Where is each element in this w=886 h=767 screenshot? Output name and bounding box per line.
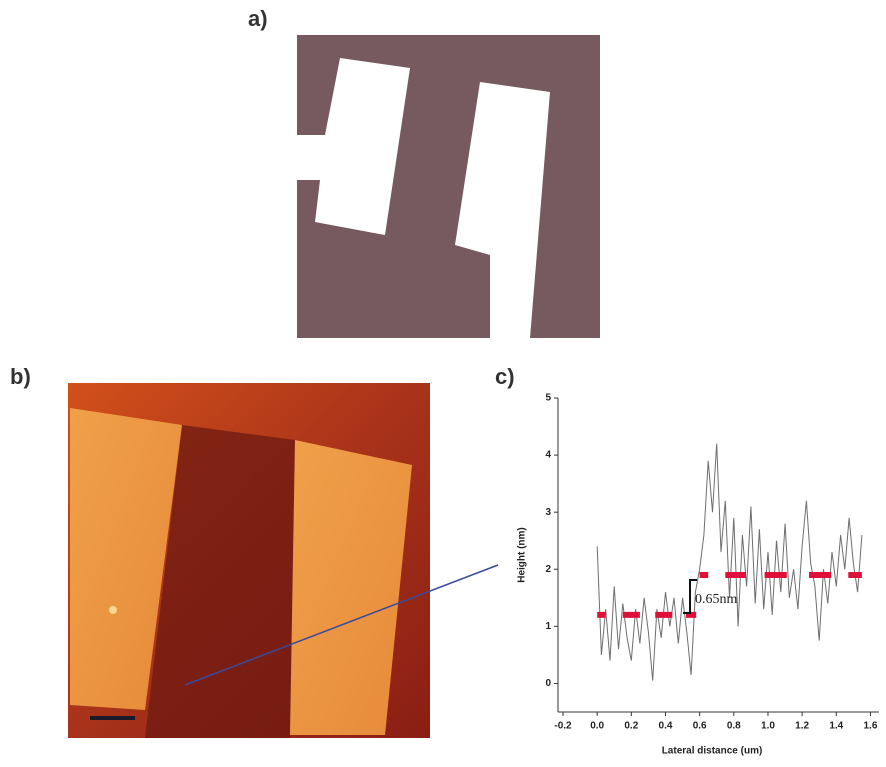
y-tick-label: 1: [545, 621, 551, 632]
y-tick-label: 3: [545, 507, 551, 518]
x-tick-label: 1.4: [829, 721, 843, 732]
x-tick-label: 0.0: [590, 721, 604, 732]
y-tick-label: 0: [545, 678, 551, 689]
panel-label: b): [10, 364, 31, 389]
x-tick-label: 0.4: [659, 721, 673, 732]
x-axis-label: Lateral distance (um): [662, 746, 763, 757]
annotation: 0.65nm: [695, 592, 738, 607]
y-tick-label: 2: [545, 564, 551, 575]
chart: 0 1 2 3 4 5 -0.2 0.0 0.2 0.4 0.6 0.8 1.0 1.2 1.4 1.6 Hei…: [517, 393, 879, 757]
figure: a) b) c) 0 1 2 3 4 5 -0.2 0.0 0.2 0.4 0.6 0.8 1.0 1.2…: [0, 0, 886, 767]
panel-label: c): [495, 364, 515, 389]
x-tick-label: 1.2: [795, 721, 809, 732]
data-line: [597, 444, 862, 681]
y-axis-label: Height (nm): [517, 527, 528, 583]
x-tick-label: 0.2: [624, 721, 638, 732]
x-tick-label: 0.6: [693, 721, 707, 732]
x-tick-label: 0.8: [727, 721, 741, 732]
scale-bar: [90, 716, 135, 720]
x-tick-label: 1.6: [864, 721, 878, 732]
x-tick-label: 1.0: [761, 721, 775, 732]
afm-particle: [109, 606, 117, 614]
x-tick-label: -0.2: [554, 721, 572, 732]
y-tick-label: 4: [545, 450, 551, 461]
y-tick-label: 5: [545, 393, 551, 404]
panel-label: a): [248, 6, 268, 31]
